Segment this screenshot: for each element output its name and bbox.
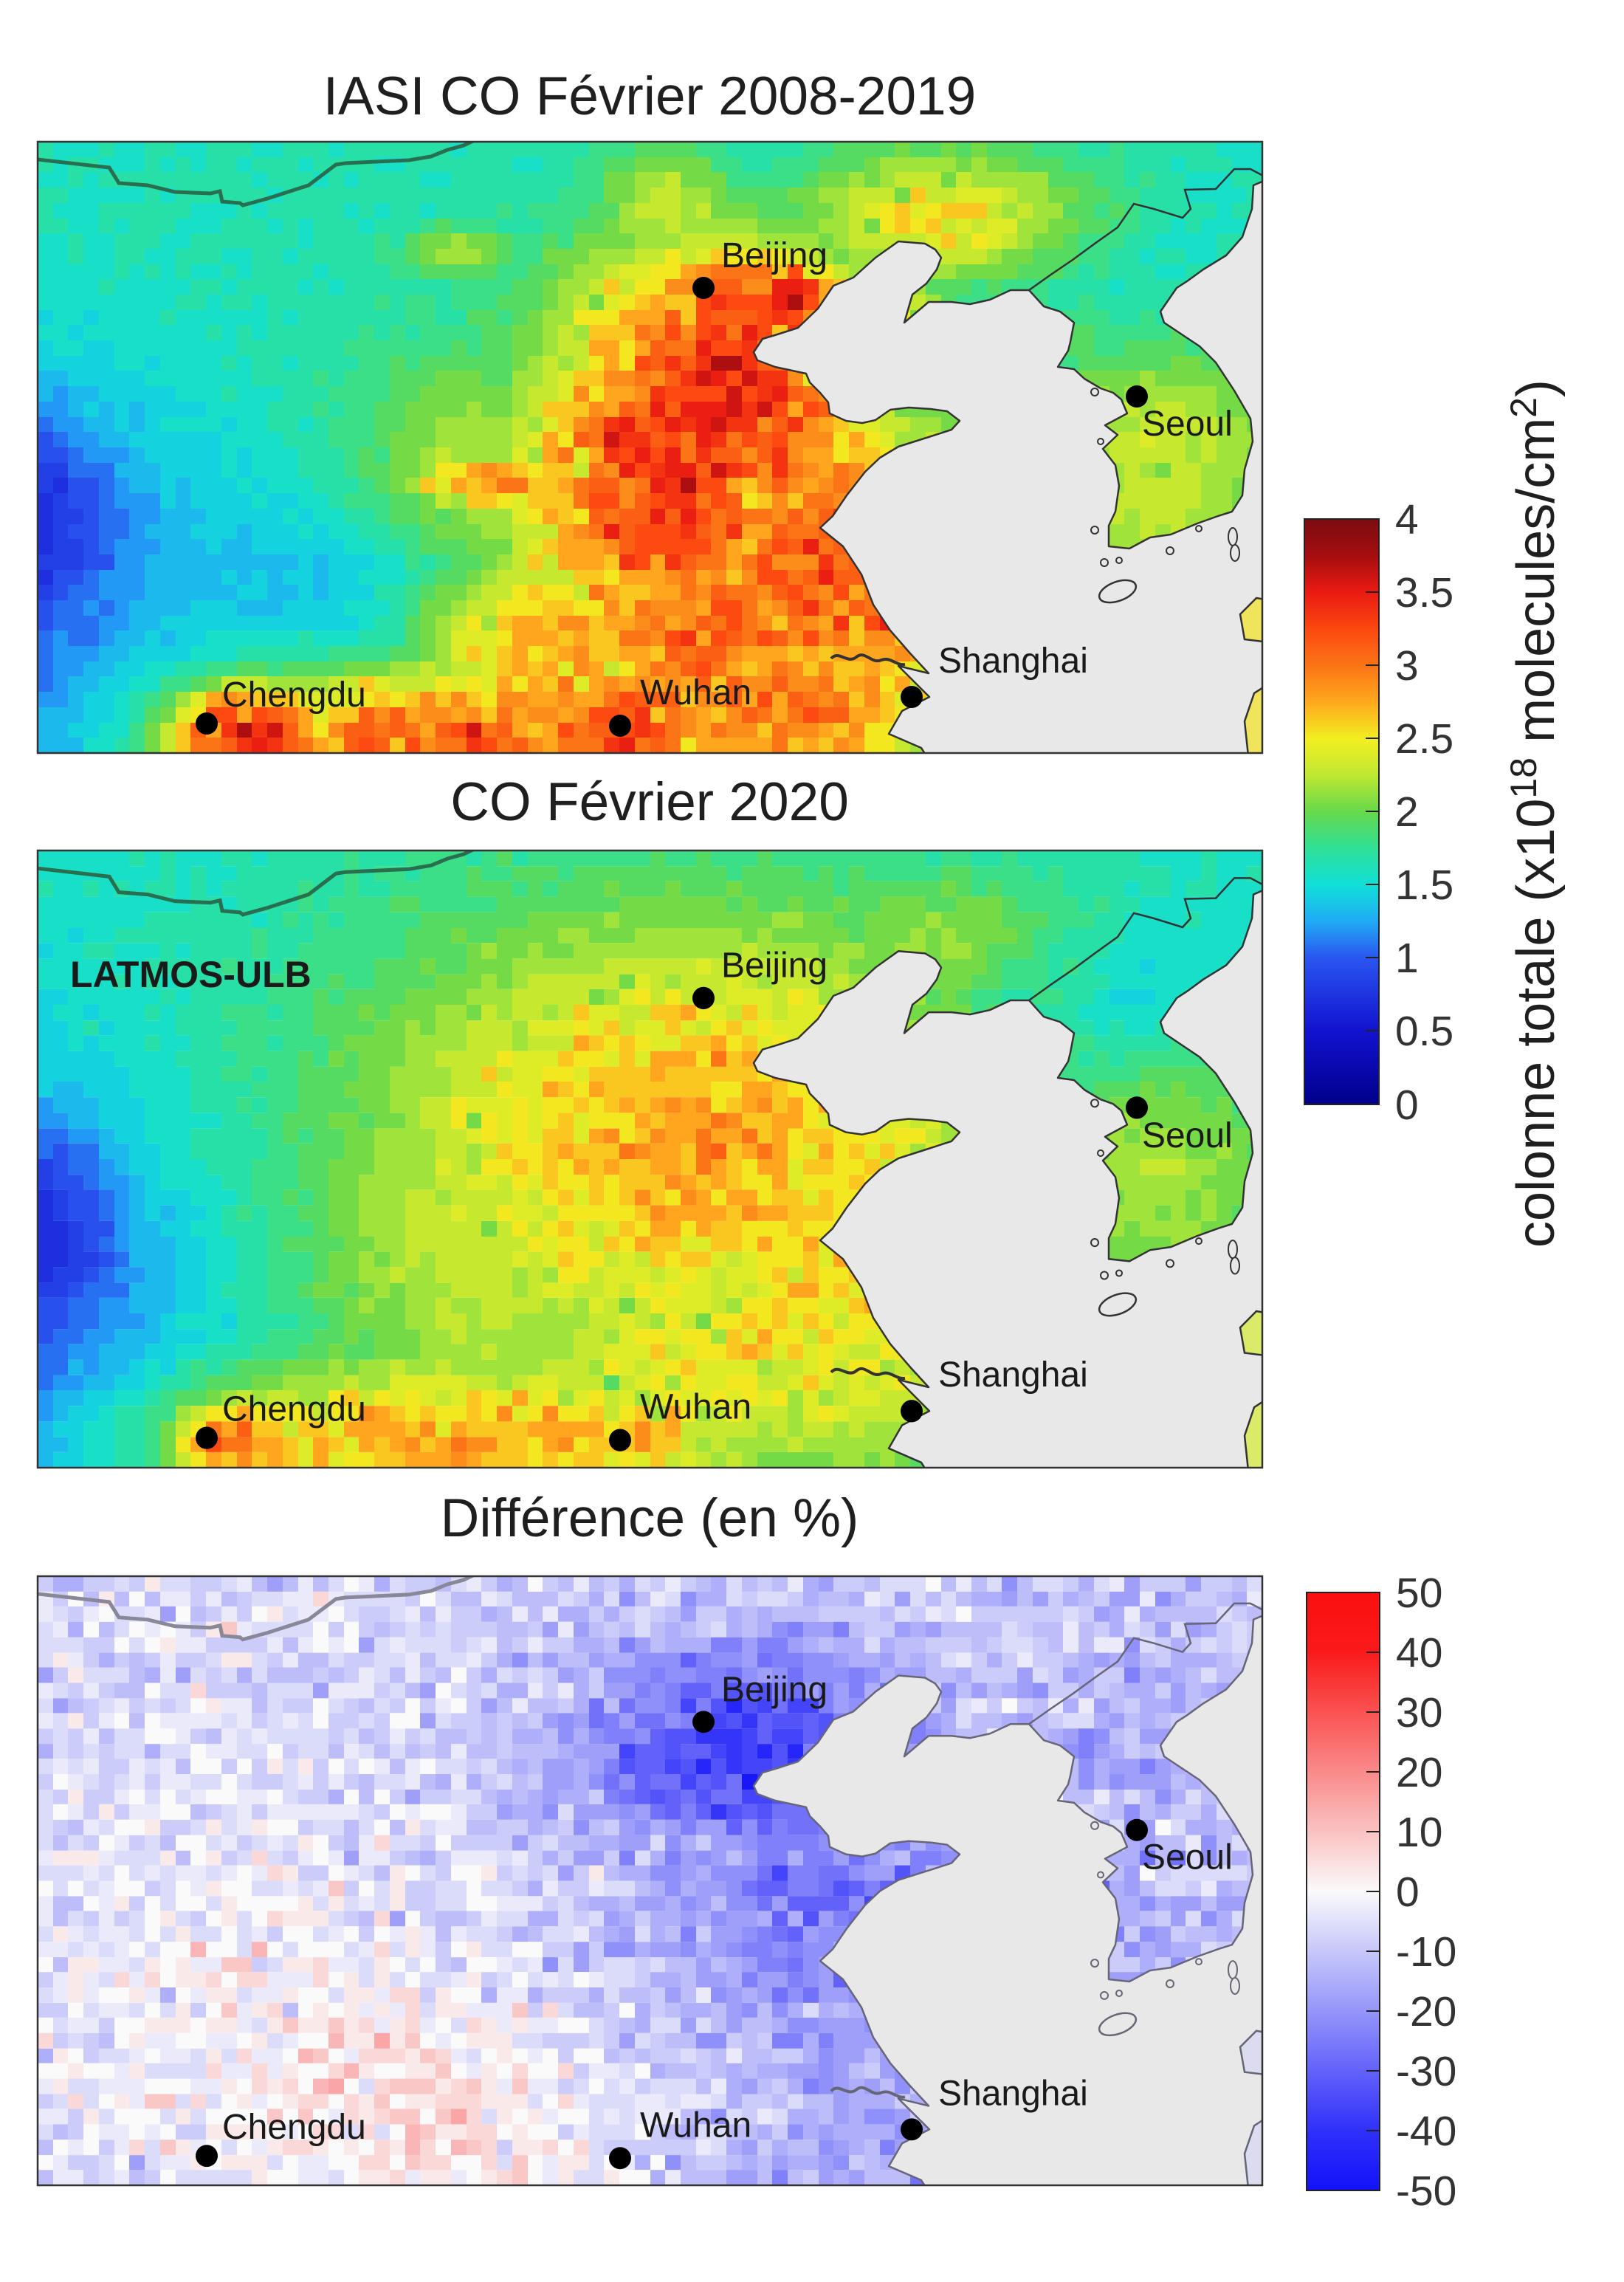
svg-text:4: 4 [1395,496,1419,543]
svg-text:Seoul: Seoul [1142,1838,1233,1877]
svg-text:-40: -40 [1396,2108,1456,2155]
svg-text:10: 10 [1396,1809,1442,1856]
svg-text:-20: -20 [1396,1988,1456,2035]
svg-text:3.5: 3.5 [1395,569,1453,616]
svg-text:Différence (en %): Différence (en %) [441,1488,859,1548]
svg-text:LATMOS-ULB: LATMOS-ULB [70,954,312,995]
svg-text:Wuhan: Wuhan [640,1386,751,1426]
svg-text:Beijing: Beijing [721,236,828,275]
svg-text:1: 1 [1395,935,1419,982]
svg-text:30: 30 [1396,1689,1442,1736]
svg-text:0.5: 0.5 [1395,1008,1453,1055]
svg-text:Chengdu: Chengdu [222,2108,366,2147]
svg-text:3: 3 [1395,642,1419,690]
svg-text:Shanghai: Shanghai [938,642,1088,681]
svg-text:20: 20 [1396,1749,1442,1796]
svg-text:Chengdu: Chengdu [222,1389,366,1429]
svg-text:50: 50 [1396,1570,1442,1617]
svg-text:Shanghai: Shanghai [938,2074,1088,2113]
svg-text:-30: -30 [1396,2048,1456,2095]
svg-text:IASI CO Février 2008-2019: IASI CO Février 2008-2019 [323,66,977,126]
svg-text:-10: -10 [1396,1928,1456,1976]
svg-text:colonne totale (x1018 molecule: colonne totale (x1018 molecules/cm2) [1503,379,1566,1248]
svg-text:Beijing: Beijing [721,1670,828,1709]
svg-text:Seoul: Seoul [1142,405,1233,444]
svg-text:CO Février 2020: CO Février 2020 [450,772,849,832]
svg-text:Wuhan: Wuhan [640,673,751,712]
svg-text:Shanghai: Shanghai [938,1355,1088,1395]
svg-text:0: 0 [1396,1869,1420,1916]
svg-text:1.5: 1.5 [1395,862,1453,909]
svg-text:40: 40 [1396,1629,1442,1677]
svg-text:-50: -50 [1396,2168,1456,2215]
svg-text:Beijing: Beijing [721,945,828,985]
svg-text:2: 2 [1395,788,1419,836]
svg-text:2.5: 2.5 [1395,715,1453,763]
svg-text:0: 0 [1395,1082,1419,1129]
svg-text:Seoul: Seoul [1142,1116,1233,1155]
svg-text:Wuhan: Wuhan [640,2106,751,2145]
svg-text:Chengdu: Chengdu [222,676,366,715]
